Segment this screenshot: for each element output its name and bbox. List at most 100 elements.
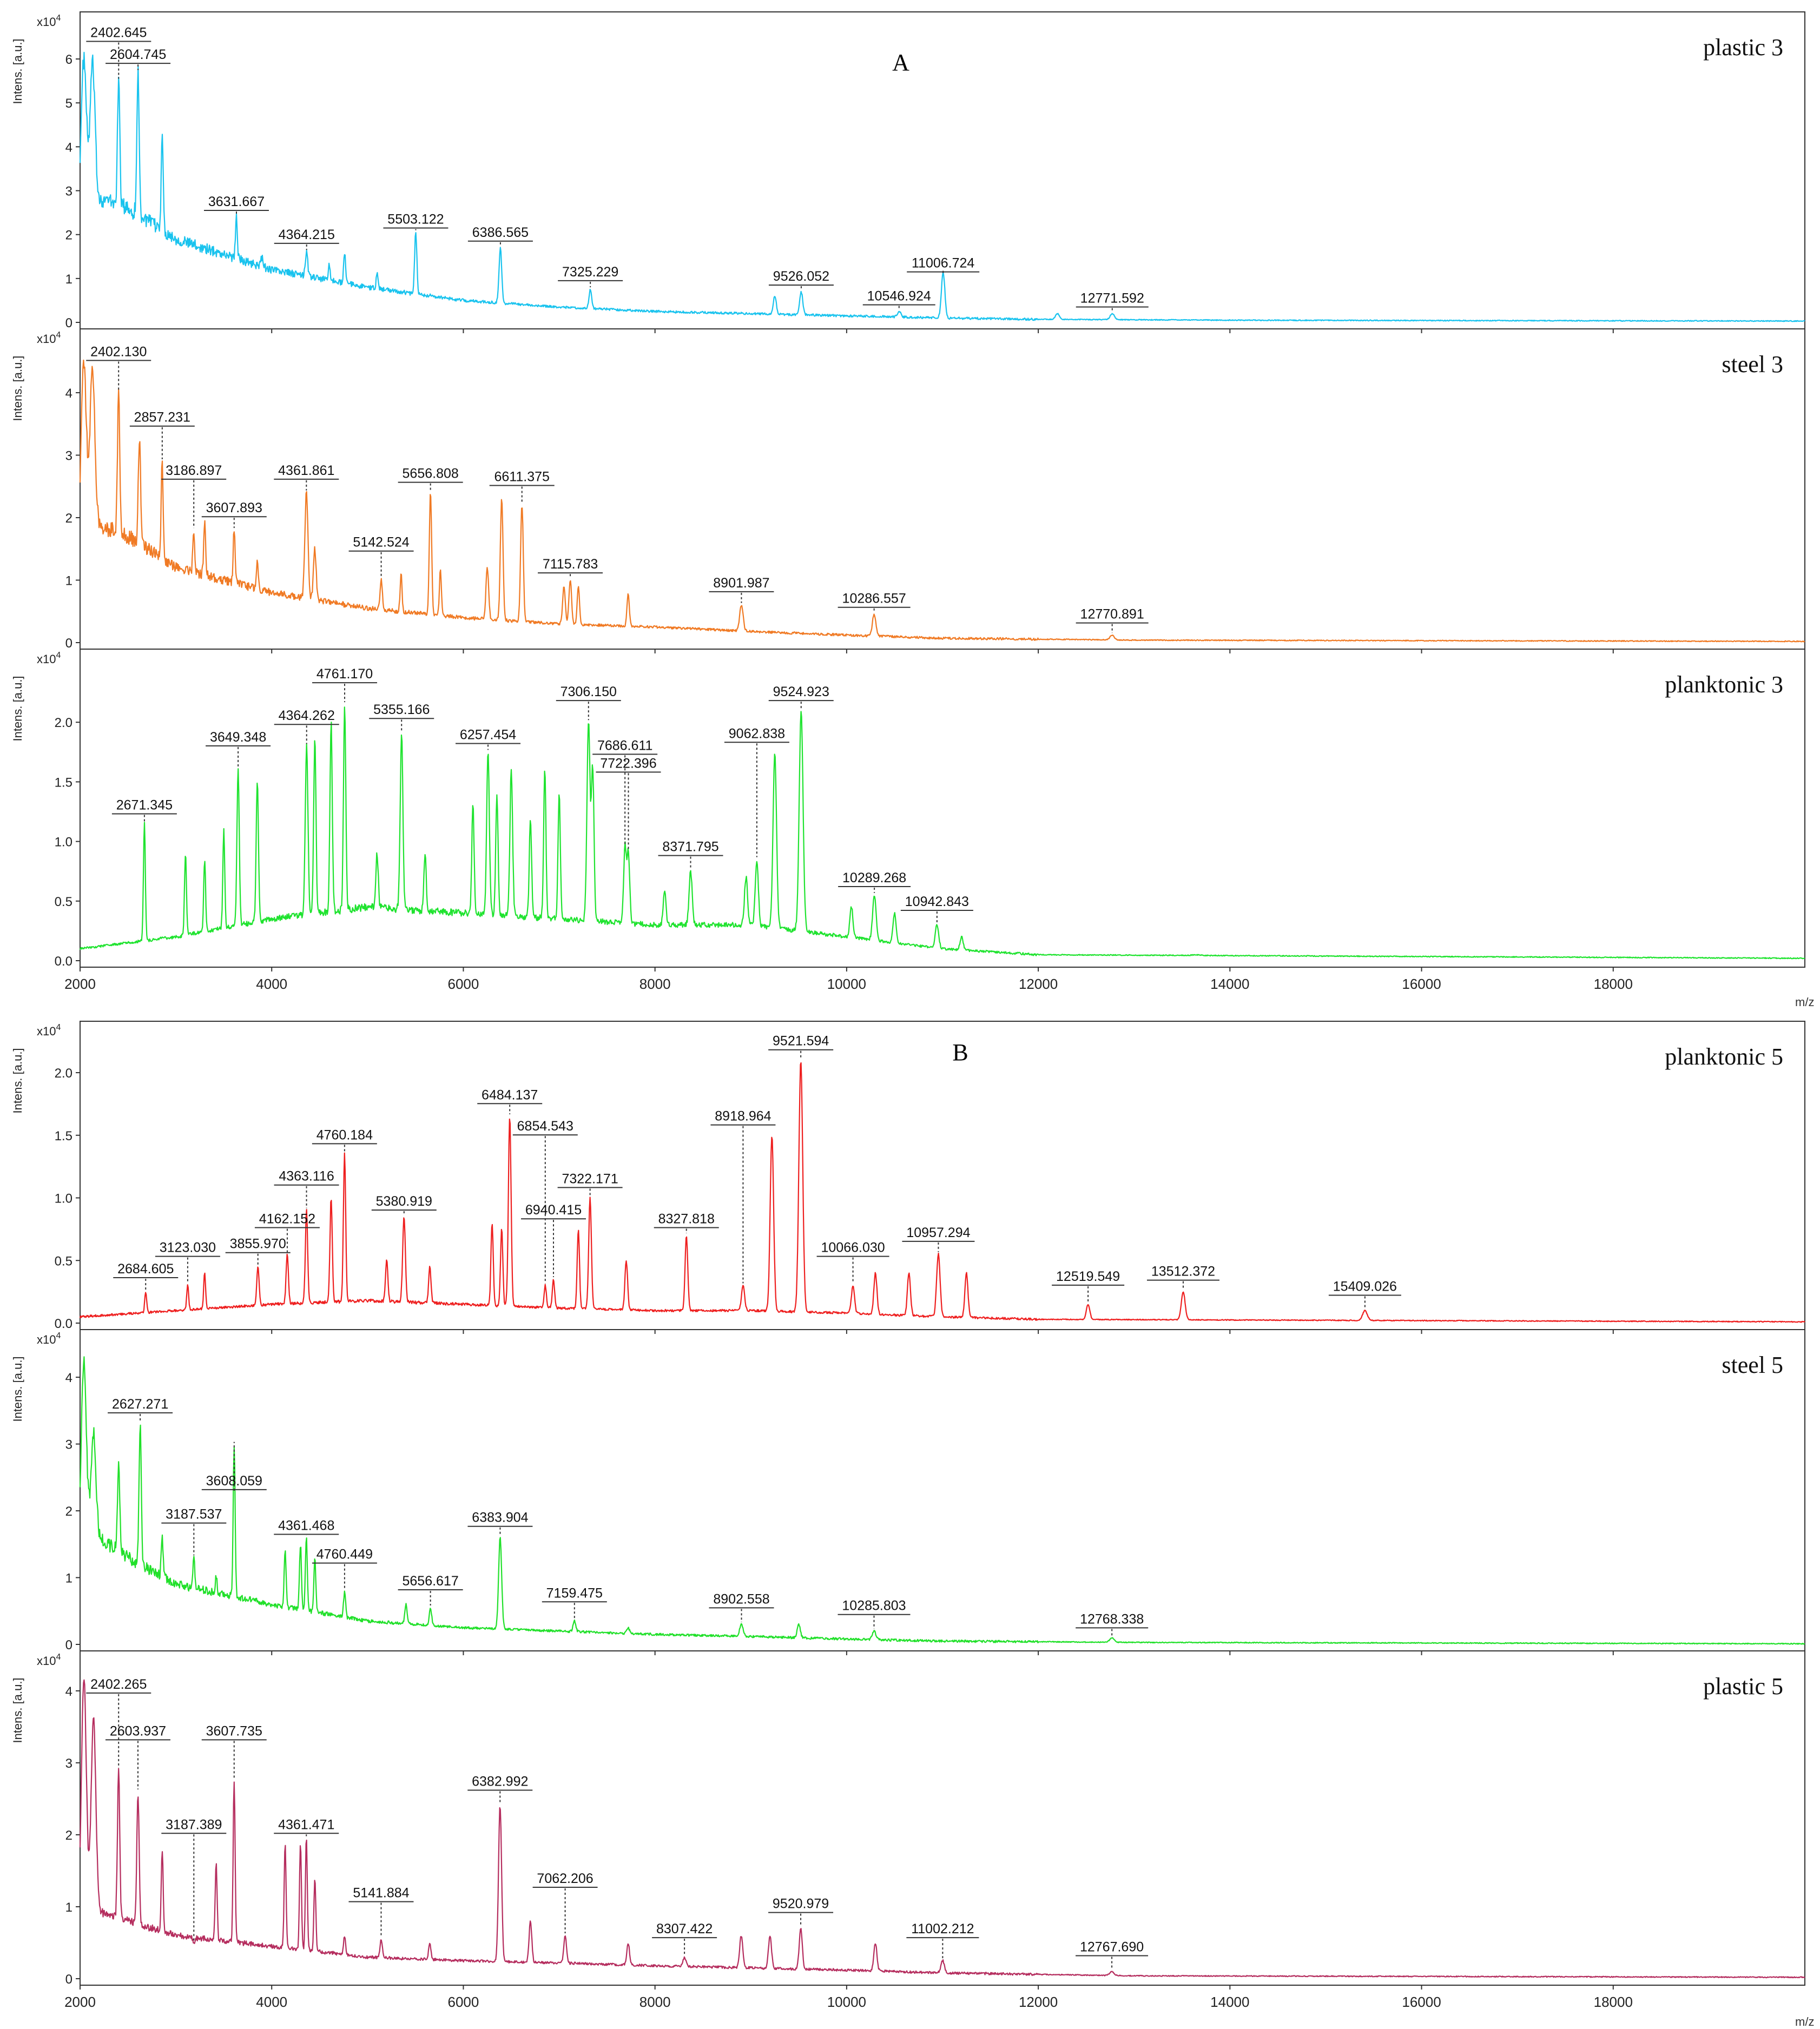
peak-label: 15409.026 <box>1333 1279 1397 1294</box>
peak-label: 3187.389 <box>166 1817 222 1832</box>
x-tick-label: 16000 <box>1402 976 1441 992</box>
spectrum-trace <box>79 1679 1805 1979</box>
y-tick-label: 4 <box>65 1684 72 1699</box>
peak-label: 5355.166 <box>373 702 430 717</box>
peak-label: 10066.030 <box>821 1240 885 1255</box>
y-tick-label: 0.5 <box>55 895 72 909</box>
x-unit-label-a: m/z <box>1795 995 1814 1009</box>
peak-label: 4361.471 <box>278 1817 334 1832</box>
y-tick-label: 1 <box>65 1571 72 1586</box>
peak-label: 3631.667 <box>208 194 265 209</box>
y-tick-label: 1 <box>65 272 72 287</box>
x-tick-label: 2000 <box>64 976 96 992</box>
y-tick-label: 1.0 <box>55 1192 72 1206</box>
peak-label: 13512.372 <box>1151 1264 1215 1279</box>
spectrum-trace <box>79 51 1805 322</box>
peak-label: 3187.537 <box>166 1507 222 1522</box>
panel-a-label: A <box>892 49 909 76</box>
peak-label: 2627.271 <box>112 1397 168 1412</box>
peak-label: 6940.415 <box>525 1202 582 1218</box>
y-tick-label: 2 <box>65 1828 72 1843</box>
peak-label: 2402.265 <box>90 1677 147 1692</box>
peak-label: 2604.745 <box>110 47 166 62</box>
spectrum-trace <box>79 359 1805 643</box>
peak-label: 6257.454 <box>460 727 516 742</box>
peak-label: 5656.808 <box>403 466 459 481</box>
peak-label: 10286.557 <box>842 591 906 606</box>
peak-label: 7325.229 <box>562 265 618 280</box>
y-axis-label: Intens. [a.u.] <box>11 1677 24 1743</box>
sample-title: plastic 5 <box>1703 1673 1783 1700</box>
panel-b-label: B <box>952 1039 968 1066</box>
peak-label: 4760.184 <box>316 1127 373 1142</box>
x-tick-label: 8000 <box>639 1994 671 2010</box>
peak-label: 4364.262 <box>279 708 335 723</box>
peak-label: 10285.803 <box>842 1598 906 1614</box>
peak-label: 3123.030 <box>160 1240 216 1255</box>
peak-label: 9062.838 <box>729 726 785 741</box>
x-tick-label: 6000 <box>448 1994 479 2010</box>
x-tick-label: 12000 <box>1019 976 1058 992</box>
sample-title: planktonic 5 <box>1665 1043 1783 1070</box>
spectrum-trace <box>79 1062 1805 1323</box>
sample-title: planktonic 3 <box>1665 671 1783 698</box>
peak-label: 10942.843 <box>905 894 969 909</box>
plot-frame <box>80 1650 1805 1986</box>
peak-label: 7686.611 <box>597 738 652 753</box>
y-axis-label: Intens. [a.u.] <box>11 355 24 421</box>
peak-label: 2402.130 <box>90 344 147 359</box>
y-axis-label: Intens. [a.u.] <box>11 1356 24 1422</box>
peak-label: 5142.524 <box>353 535 409 550</box>
peak-label: 12768.338 <box>1080 1611 1144 1627</box>
peak-label: 3186.897 <box>166 463 222 478</box>
peak-label: 7722.396 <box>600 756 656 771</box>
x-tick-label: 10000 <box>827 976 866 992</box>
x-unit-label-b: m/z <box>1795 2015 1814 2028</box>
peak-label: 4361.468 <box>278 1518 334 1534</box>
peak-label: 7159.475 <box>546 1585 603 1601</box>
y-tick-label: 4 <box>65 1371 72 1385</box>
peak-label: 2671.345 <box>116 798 173 813</box>
y-tick-label: 0 <box>65 316 72 331</box>
x-tick-label: 12000 <box>1019 1994 1058 2010</box>
y-tick-label: 2 <box>65 228 72 243</box>
peak-label: 6484.137 <box>482 1087 538 1102</box>
peak-label: 10546.924 <box>867 288 931 303</box>
peak-label: 8918.964 <box>715 1109 771 1124</box>
peak-label: 8371.795 <box>662 840 718 855</box>
y-axis-label: Intens. [a.u.] <box>11 676 24 741</box>
y-tick-label: 6 <box>65 52 72 67</box>
y-tick-label: 0 <box>65 1972 72 1987</box>
spectra-panels: 0 1 2 3 4 5 6 Intens. [a.u.] x104 2402.645 2604.74… <box>11 11 1805 2010</box>
peak-label: 2857.231 <box>134 410 190 425</box>
y-tick-label: 1.5 <box>55 1129 72 1144</box>
peak-label: 8327.818 <box>658 1211 715 1226</box>
x-tick-label: 8000 <box>639 976 671 992</box>
peak-label: 3608.059 <box>206 1473 262 1489</box>
sample-title: plastic 3 <box>1703 34 1783 61</box>
y-tick-label: 0.0 <box>55 954 72 969</box>
x-tick-label: 14000 <box>1210 1994 1249 2010</box>
y-tick-label: 4 <box>65 386 72 401</box>
peak-label: 10289.268 <box>842 870 906 885</box>
x-tick-label: 10000 <box>827 1994 866 2010</box>
peak-label: 5141.884 <box>353 1886 409 1901</box>
peak-label: 9521.594 <box>773 1034 829 1049</box>
y-tick-label: 1.0 <box>55 835 72 850</box>
peak-label: 3607.735 <box>206 1723 262 1739</box>
peak-label: 7062.206 <box>537 1871 593 1886</box>
y-tick-label: 4 <box>65 140 72 155</box>
peak-label: 12770.891 <box>1080 607 1144 622</box>
y-tick-label: 2.0 <box>55 1066 72 1081</box>
peak-label: 3649.348 <box>210 730 266 745</box>
peak-label: 12771.592 <box>1080 291 1144 306</box>
peak-label: 5380.919 <box>376 1194 432 1209</box>
y-axis-label: Intens. [a.u.] <box>11 38 24 104</box>
peak-label: 5503.122 <box>387 212 444 227</box>
y-tick-label: 2.0 <box>55 716 72 730</box>
